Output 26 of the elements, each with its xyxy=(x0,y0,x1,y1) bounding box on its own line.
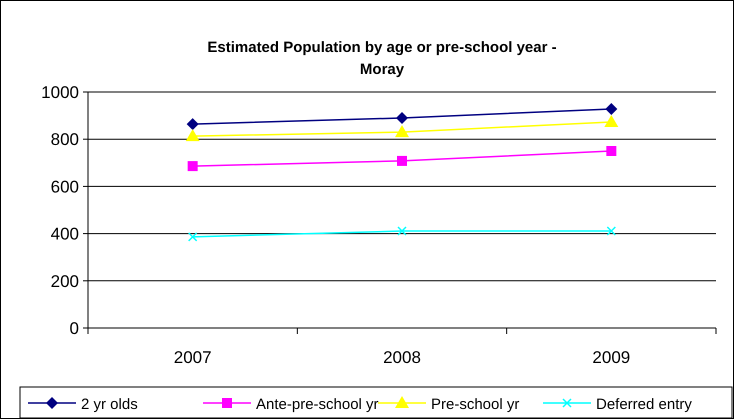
point xyxy=(605,102,618,115)
x-tick-label: 2008 xyxy=(383,348,421,367)
legend-label: Pre-school yr xyxy=(431,396,520,413)
point xyxy=(397,156,407,166)
point xyxy=(606,226,616,236)
y-tick-label: 0 xyxy=(70,319,79,338)
legend-label: Ante-pre-school yr xyxy=(256,396,379,413)
chart-title: Estimated Population by age or pre-school year - Moray xyxy=(207,39,557,78)
x-tick-label: 2007 xyxy=(174,348,212,367)
point xyxy=(397,226,407,236)
point xyxy=(188,161,198,172)
y-tick-label: 1000 xyxy=(41,83,79,102)
x-tick-label: 2009 xyxy=(592,348,630,367)
point xyxy=(186,129,200,142)
y-tick-label: 600 xyxy=(50,177,79,196)
y-tick-label: 200 xyxy=(50,272,79,291)
point xyxy=(606,146,616,156)
point xyxy=(604,114,618,127)
legend-label: 2 yr olds xyxy=(81,396,138,413)
point xyxy=(395,125,409,138)
point xyxy=(188,232,198,242)
y-tick-label: 400 xyxy=(50,224,79,244)
point xyxy=(396,112,408,124)
y-tick-label: 800 xyxy=(50,130,79,150)
legend-label: Deferred entry xyxy=(596,396,692,413)
point xyxy=(186,118,199,130)
